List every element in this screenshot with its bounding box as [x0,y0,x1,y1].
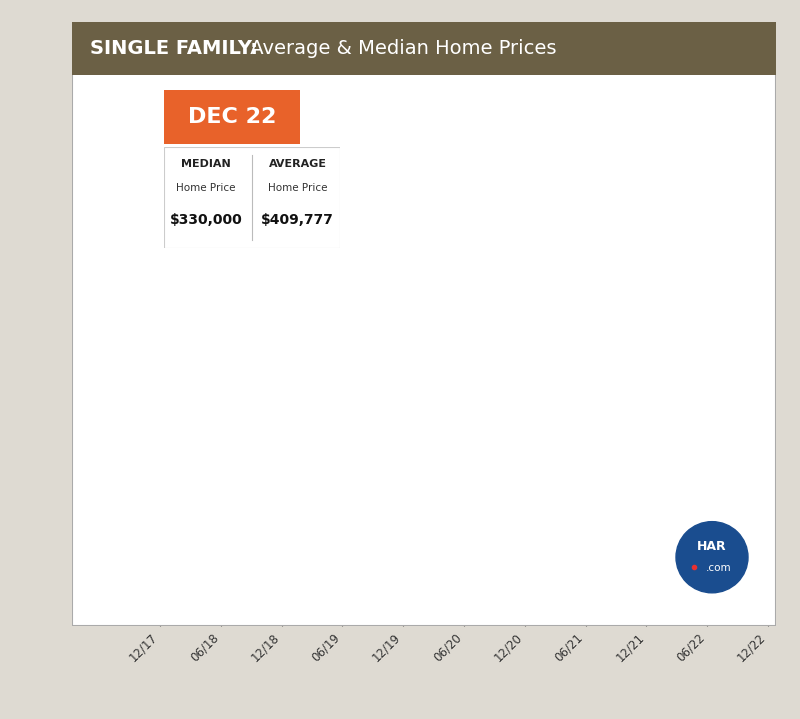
Text: HAR: HAR [697,541,727,554]
FancyBboxPatch shape [164,90,300,144]
Circle shape [676,522,748,592]
Circle shape [673,518,751,596]
Text: .com: .com [706,562,731,572]
FancyBboxPatch shape [164,147,340,248]
Text: AVERAGE: AVERAGE [269,160,326,170]
Text: Home Price: Home Price [177,183,236,193]
Text: DEC 22: DEC 22 [188,107,276,127]
FancyBboxPatch shape [72,22,776,75]
Text: SINGLE FAMILY:: SINGLE FAMILY: [90,39,258,58]
FancyBboxPatch shape [72,22,776,626]
Text: Average & Median Home Prices: Average & Median Home Prices [245,39,557,58]
Text: Home Price: Home Price [268,183,327,193]
Text: MEDIAN: MEDIAN [182,160,231,170]
Text: $330,000: $330,000 [170,213,242,226]
Text: $409,777: $409,777 [262,213,334,226]
